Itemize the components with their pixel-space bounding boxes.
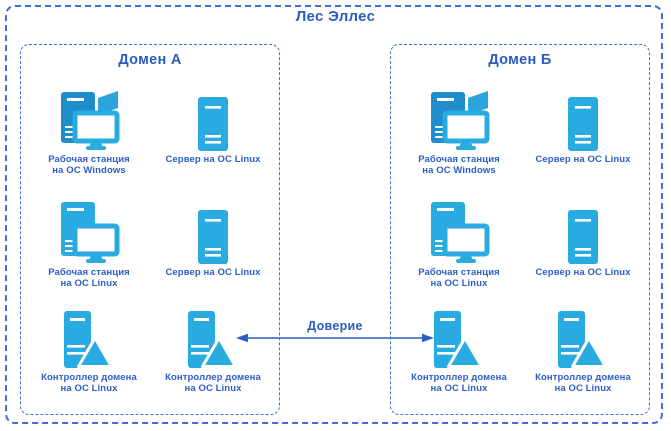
label-line: Сервер на ОС Linux xyxy=(535,154,631,165)
domain-controller-icon xyxy=(394,307,524,369)
server-linux-icon xyxy=(148,89,278,151)
node-server-linux: Сервер на ОС Linux xyxy=(148,202,278,278)
domain-controller-icon xyxy=(148,307,278,369)
label-line: Рабочая станция xyxy=(48,154,130,165)
node-server-linux: Сервер на ОС Linux xyxy=(518,89,648,165)
forest-title: Лес Эллес xyxy=(295,8,376,25)
forest-boundary xyxy=(5,5,663,424)
label-line: на ОС Windows xyxy=(52,165,126,176)
node-domain-controller: Контроллер домена на ОС Linux xyxy=(394,307,524,394)
node-label: Рабочая станция на ОС Windows xyxy=(394,154,524,176)
node-label: Сервер на ОС Linux xyxy=(148,267,278,278)
label-line: на ОС Linux xyxy=(430,383,488,394)
domain-b-box: Домен Б Рабочая станция на ОС Windows Се… xyxy=(390,44,650,415)
node-label: Рабочая станция на ОС Linux xyxy=(394,267,524,289)
node-server-linux: Сервер на ОС Linux xyxy=(518,202,648,278)
node-label: Контроллер домена на ОС Linux xyxy=(24,372,154,394)
server-linux-icon xyxy=(518,202,648,264)
workstation-windows-icon xyxy=(24,89,154,151)
domain-a-title: Домен А xyxy=(118,52,182,68)
node-workstation-windows: Рабочая станция на ОС Windows xyxy=(394,89,524,176)
server-linux-icon xyxy=(148,202,278,264)
label-line: Контроллер домена xyxy=(535,372,631,383)
node-label: Сервер на ОС Linux xyxy=(518,267,648,278)
domain-controller-icon xyxy=(518,307,648,369)
workstation-linux-icon xyxy=(24,202,154,264)
node-workstation-linux: Рабочая станция на ОС Linux xyxy=(24,202,154,289)
label-line: Рабочая станция xyxy=(418,154,500,165)
domain-controller-icon xyxy=(24,307,154,369)
label-line: Рабочая станция xyxy=(48,267,130,278)
label-line: Контроллер домена xyxy=(165,372,261,383)
label-line: Контроллер домена xyxy=(411,372,507,383)
label-line: Сервер на ОС Linux xyxy=(535,267,631,278)
node-server-linux: Сервер на ОС Linux xyxy=(148,89,278,165)
domain-b-title: Домен Б xyxy=(488,52,552,68)
trust-label: Доверие xyxy=(307,319,363,333)
label-line: на ОС Linux xyxy=(184,383,242,394)
node-domain-controller: Контроллер домена на ОС Linux xyxy=(24,307,154,394)
label-line: Сервер на ОС Linux xyxy=(165,267,261,278)
label-line: на ОС Windows xyxy=(422,165,496,176)
node-label: Сервер на ОС Linux xyxy=(518,154,648,165)
node-label: Сервер на ОС Linux xyxy=(148,154,278,165)
node-label: Рабочая станция на ОС Windows xyxy=(24,154,154,176)
server-linux-icon xyxy=(518,89,648,151)
label-line: Сервер на ОС Linux xyxy=(165,154,261,165)
workstation-linux-icon xyxy=(394,202,524,264)
node-label: Контроллер домена на ОС Linux xyxy=(518,372,648,394)
node-workstation-linux: Рабочая станция на ОС Linux xyxy=(394,202,524,289)
label-line: на ОС Linux xyxy=(60,278,118,289)
label-line: на ОС Linux xyxy=(554,383,612,394)
trust-arrow xyxy=(236,333,434,343)
node-label: Контроллер домена на ОС Linux xyxy=(148,372,278,394)
label-line: Контроллер домена xyxy=(41,372,137,383)
domain-a-box: Домен А Рабочая станция на ОС Windows Се… xyxy=(20,44,280,415)
label-line: Рабочая станция xyxy=(418,267,500,278)
node-domain-controller: Контроллер домена на ОС Linux xyxy=(518,307,648,394)
label-line: на ОС Linux xyxy=(430,278,488,289)
workstation-windows-icon xyxy=(394,89,524,151)
node-workstation-windows: Рабочая станция на ОС Windows xyxy=(24,89,154,176)
node-domain-controller: Контроллер домена на ОС Linux xyxy=(148,307,278,394)
node-label: Рабочая станция на ОС Linux xyxy=(24,267,154,289)
label-line: на ОС Linux xyxy=(60,383,118,394)
node-label: Контроллер домена на ОС Linux xyxy=(394,372,524,394)
